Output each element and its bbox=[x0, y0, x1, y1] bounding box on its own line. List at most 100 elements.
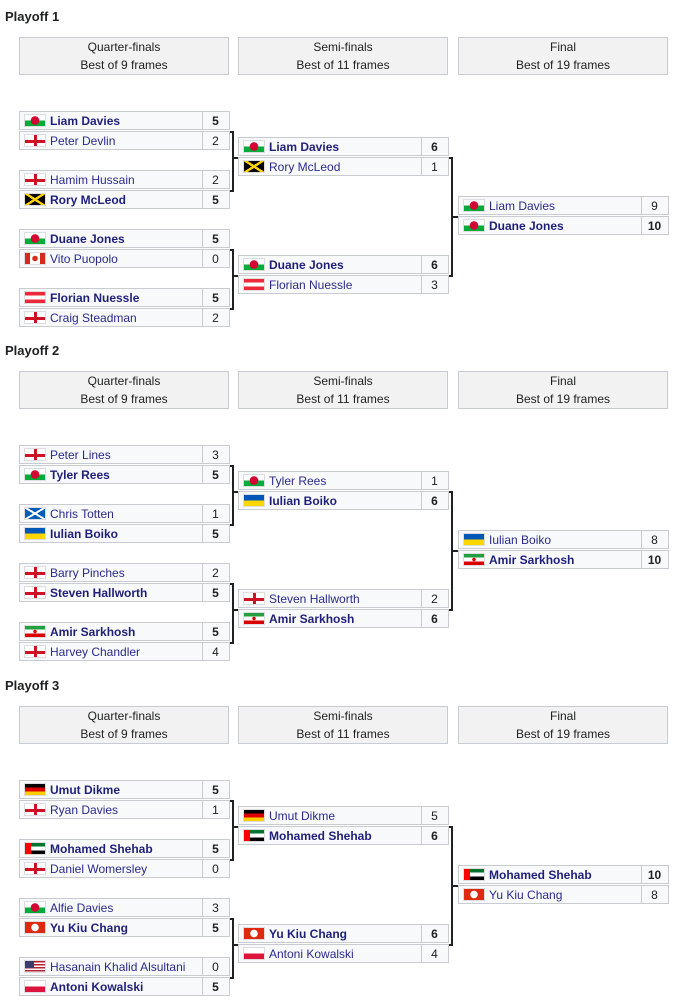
flag-ukr-icon bbox=[24, 527, 46, 540]
player-score: 0 bbox=[212, 862, 219, 876]
player-name-link[interactable]: Hamim Hussain bbox=[50, 173, 135, 187]
flag-hkg-icon bbox=[243, 927, 265, 940]
player-cell: Umut Dikme bbox=[20, 781, 203, 798]
player-cell: Barry Pinches bbox=[20, 564, 203, 581]
bracket-connector-line bbox=[232, 826, 238, 828]
player-name-link[interactable]: Amir Sarkhosh bbox=[269, 612, 355, 626]
player-cell: Antoni Kowalski bbox=[20, 978, 203, 995]
player-cell: Liam Davies bbox=[239, 138, 422, 155]
round-name: Semi-finals bbox=[313, 709, 373, 723]
player-cell: Iulian Boiko bbox=[459, 531, 642, 548]
player-name-link[interactable]: Daniel Womersley bbox=[50, 862, 148, 876]
player-name-link[interactable]: Iulian Boiko bbox=[269, 494, 338, 508]
player-score: 4 bbox=[212, 645, 219, 659]
flag-wal-icon bbox=[24, 901, 46, 914]
player-name-link[interactable]: Umut Dikme bbox=[269, 809, 336, 823]
player-score: 5 bbox=[212, 921, 219, 935]
player-score: 6 bbox=[431, 612, 438, 626]
player-name-link[interactable]: Chris Totten bbox=[50, 507, 114, 521]
player-name-link[interactable]: Florian Nuessle bbox=[269, 278, 353, 292]
player-name-link[interactable]: Peter Lines bbox=[50, 448, 111, 462]
player-name-link[interactable]: Amir Sarkhosh bbox=[489, 553, 575, 567]
player-cell: Iulian Boiko bbox=[20, 525, 203, 542]
player-name-link[interactable]: Yu Kiu Chang bbox=[50, 921, 128, 935]
player-name-link[interactable]: Rory McLeod bbox=[269, 160, 341, 174]
player-score: 5 bbox=[212, 291, 219, 305]
player-name-link[interactable]: Duane Jones bbox=[50, 232, 125, 246]
player-name-link[interactable]: Duane Jones bbox=[269, 258, 344, 272]
flag-aut-icon bbox=[243, 278, 265, 291]
player-name-link[interactable]: Florian Nuessle bbox=[50, 291, 140, 305]
flag-uae-icon bbox=[24, 842, 46, 855]
player-name-link[interactable]: Iulian Boiko bbox=[50, 527, 119, 541]
flag-eng-icon bbox=[243, 592, 265, 605]
player-name-link[interactable]: Hasanain Khalid Alsultani bbox=[50, 960, 186, 974]
player-name-link[interactable]: Umut Dikme bbox=[50, 783, 121, 797]
bracket-connector-line bbox=[451, 550, 458, 552]
player-name-link[interactable]: Steven Hallworth bbox=[50, 586, 148, 600]
player-name-link[interactable]: Liam Davies bbox=[489, 199, 556, 213]
player-name-link[interactable]: Craig Steadman bbox=[50, 311, 137, 325]
player-name-link[interactable]: Rory McLeod bbox=[50, 193, 127, 207]
player-name-link[interactable]: Barry Pinches bbox=[50, 566, 125, 580]
player-name-link[interactable]: Tyler Rees bbox=[50, 468, 110, 482]
player-name-link[interactable]: Liam Davies bbox=[50, 114, 121, 128]
player-name-link[interactable]: Tyler Rees bbox=[269, 474, 327, 488]
player-row: Antoni Kowalski 5 bbox=[19, 977, 230, 996]
player-cell: Alfie Davies bbox=[20, 899, 203, 916]
player-name-link[interactable]: Iulian Boiko bbox=[489, 533, 552, 547]
player-name-link[interactable]: Duane Jones bbox=[489, 219, 564, 233]
bracket-connector-line bbox=[232, 275, 238, 277]
player-row: Yu Kiu Chang 8 bbox=[458, 885, 669, 904]
flag-wal-icon bbox=[24, 232, 46, 245]
player-name-link[interactable]: Steven Hallworth bbox=[269, 592, 360, 606]
flag-wal-icon bbox=[24, 114, 46, 127]
player-row: Tyler Rees 5 bbox=[19, 465, 230, 484]
player-name-link[interactable]: Yu Kiu Chang bbox=[489, 888, 563, 902]
player-name-link[interactable]: Mohamed Shehab bbox=[269, 829, 372, 843]
player-row: Florian Nuessle 5 bbox=[19, 288, 230, 307]
player-name-link[interactable]: Mohamed Shehab bbox=[489, 868, 592, 882]
flag-wal-icon bbox=[463, 219, 485, 232]
player-row: Umut Dikme 5 bbox=[19, 780, 230, 799]
round-header: Quarter-finals Best of 9 frames bbox=[19, 371, 229, 409]
player-name-link[interactable]: Peter Devlin bbox=[50, 134, 116, 148]
player-score: 5 bbox=[212, 468, 219, 482]
playoff-title: Playoff 1 bbox=[5, 9, 60, 24]
player-cell: Tyler Rees bbox=[20, 466, 203, 483]
player-name-link[interactable]: Liam Davies bbox=[269, 140, 340, 154]
player-row: Duane Jones 10 bbox=[458, 216, 669, 235]
flag-eng-icon bbox=[24, 645, 46, 658]
player-cell: Steven Hallworth bbox=[239, 590, 422, 607]
player-score: 0 bbox=[212, 252, 219, 266]
player-name-link[interactable]: Antoni Kowalski bbox=[269, 947, 354, 961]
player-score: 6 bbox=[431, 494, 438, 508]
player-cell: Amir Sarkhosh bbox=[20, 623, 203, 640]
player-row: Alfie Davies 3 bbox=[19, 898, 230, 917]
player-name-link[interactable]: Alfie Davies bbox=[50, 901, 114, 915]
player-row: Hamim Hussain 2 bbox=[19, 170, 230, 189]
player-cell: Iulian Boiko bbox=[239, 492, 422, 509]
player-score: 5 bbox=[212, 193, 219, 207]
player-score: 6 bbox=[431, 258, 438, 272]
player-name-link[interactable]: Antoni Kowalski bbox=[50, 980, 144, 994]
player-name-link[interactable]: Amir Sarkhosh bbox=[50, 625, 136, 639]
player-score: 1 bbox=[431, 160, 438, 174]
flag-wal-icon bbox=[463, 199, 485, 212]
player-cell: Mohamed Shehab bbox=[20, 840, 203, 857]
player-row: Harvey Chandler 4 bbox=[19, 642, 230, 661]
player-name-link[interactable]: Yu Kiu Chang bbox=[269, 927, 347, 941]
player-name-link[interactable]: Ryan Davies bbox=[50, 803, 119, 817]
player-cell: Liam Davies bbox=[20, 112, 203, 129]
flag-wal-icon bbox=[243, 474, 265, 487]
player-cell: Liam Davies bbox=[459, 197, 642, 214]
bracket-connector-line bbox=[232, 944, 238, 946]
player-name-link[interactable]: Mohamed Shehab bbox=[50, 842, 153, 856]
player-name-link[interactable]: Vito Puopolo bbox=[50, 252, 118, 266]
player-score: 10 bbox=[647, 553, 662, 567]
player-cell: Rory McLeod bbox=[239, 158, 422, 175]
player-score: 5 bbox=[212, 625, 219, 639]
player-score: 8 bbox=[651, 533, 658, 547]
player-name-link[interactable]: Harvey Chandler bbox=[50, 645, 141, 659]
